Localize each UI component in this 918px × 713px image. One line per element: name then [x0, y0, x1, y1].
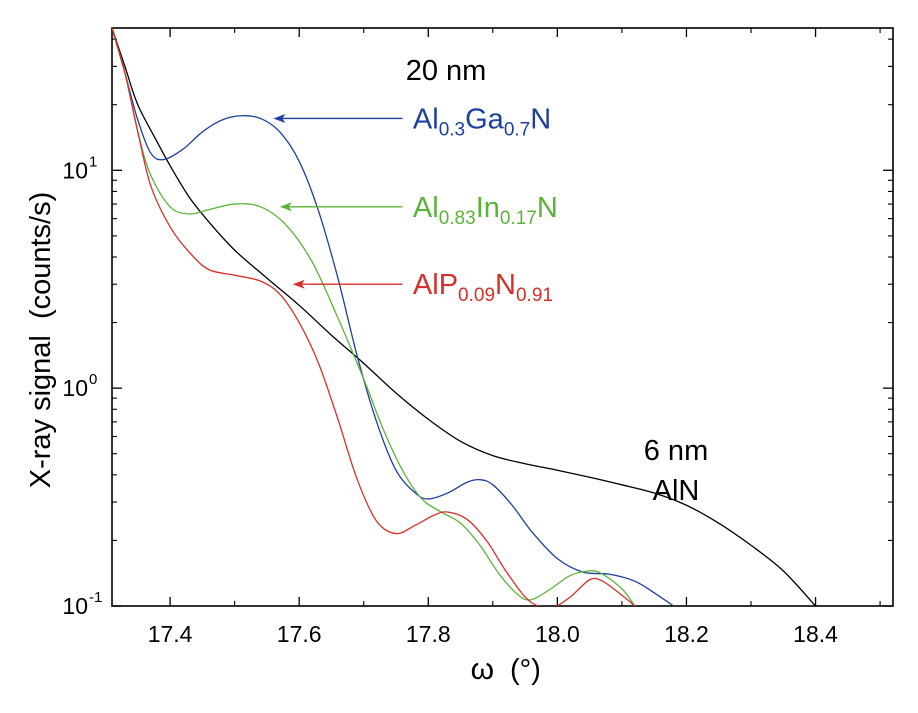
x-tick-label: 17.4 [148, 621, 193, 647]
y-axis-label-text: X-ray signal (counts/s) [25, 192, 57, 489]
y-tick-exponent: 1 [89, 153, 97, 170]
arrow-layer: Al0.3Ga0.7N Al0.83In0.17N AlP0.09N0.91 [273, 103, 558, 306]
series-label: Al0.3Ga0.7N [413, 103, 551, 140]
y-tick-label: 10 [62, 157, 88, 183]
y-tick-exponent: 0 [89, 371, 97, 388]
y-tick-label: 10 [62, 593, 88, 619]
annotation-6nm: 6 nm [644, 435, 708, 467]
x-axis-label-symbol: ω [471, 653, 494, 686]
series-line-1 [112, 28, 674, 606]
y-tick-label: 10 [62, 375, 88, 401]
x-tick-label: 18.2 [664, 621, 709, 647]
series-line-0 [112, 28, 817, 606]
arrow-head [279, 202, 292, 212]
x-tick-label: 18.4 [793, 621, 838, 647]
series-line-2 [112, 28, 636, 606]
series-layer [112, 28, 817, 606]
plot-area-border [111, 27, 894, 607]
annotation-aln: AlN [653, 475, 700, 507]
series-line-3 [112, 28, 636, 606]
arrow-head [273, 113, 286, 123]
x-tick-label: 17.8 [406, 621, 451, 647]
series-label: AlP0.09N0.91 [413, 269, 553, 306]
annotation-20nm: 20 nm [406, 55, 487, 87]
plot-frame [111, 27, 894, 607]
x-tick-label: 18.0 [535, 621, 580, 647]
y-tick-exponent: -1 [89, 589, 102, 606]
arrow-head [292, 279, 305, 289]
x-axis-label-unit: (°) [510, 654, 541, 686]
x-axis: 17.4 17.6 17.8 18.0 18.2 18.4 [148, 28, 881, 647]
y-axis-label: X-ray signal (counts/s) [25, 192, 57, 489]
series-label: Al0.83In0.17N [413, 192, 558, 229]
x-tick-label: 17.6 [277, 621, 322, 647]
